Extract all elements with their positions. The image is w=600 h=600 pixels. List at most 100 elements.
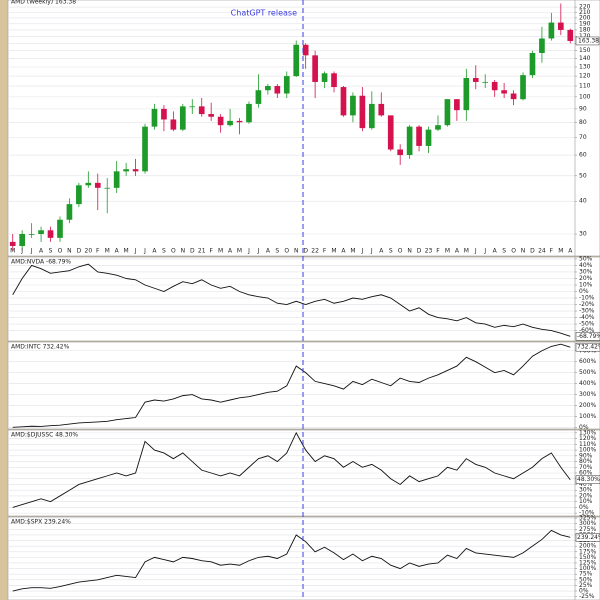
y-tick-label: 130: [579, 63, 591, 70]
x-tick-label: M: [558, 248, 563, 255]
y-tick-label: 300%: [579, 391, 596, 398]
candle-body: [66, 204, 73, 220]
panel-title: AMD:NVDA -68.79%: [11, 259, 71, 266]
x-tick-label: 22: [311, 248, 319, 255]
candle-body: [283, 76, 290, 94]
x-tick-label: N: [181, 248, 186, 255]
candle-body: [520, 75, 526, 100]
last-value-box: [575, 342, 600, 352]
y-tick-label: 120%: [579, 435, 596, 442]
candle-body: [104, 187, 111, 189]
y-tick-label: -40%: [579, 314, 595, 321]
y-tick-label: 40%: [579, 481, 593, 488]
last-value-label: 732.42%: [577, 344, 600, 351]
y-tick-label: 0%: [579, 504, 589, 511]
candle-body: [491, 81, 498, 91]
x-tick-label: O: [511, 248, 516, 255]
x-tick-label: A: [341, 248, 346, 255]
x-tick-label: A: [115, 248, 120, 255]
y-tick-label: 0%: [579, 424, 589, 431]
x-tick-label: J: [257, 248, 260, 255]
x-tick-label: M: [124, 248, 129, 255]
candle-body: [359, 95, 366, 129]
y-tick-label: 325%: [579, 515, 596, 522]
candle-body: [85, 182, 92, 186]
x-tick-label: F: [550, 248, 554, 255]
candle-body: [255, 90, 262, 104]
y-tick-label: 50%: [579, 255, 593, 262]
candle-body: [425, 129, 432, 146]
y-tick-label: 90: [579, 105, 587, 112]
x-tick-label: O: [171, 248, 176, 255]
candle-body: [123, 169, 129, 172]
last-value-box: [575, 475, 600, 484]
y-tick-label: 125%: [579, 559, 596, 566]
y-tick-label: 180: [579, 26, 591, 33]
x-tick-label: D: [417, 248, 422, 255]
ratio-line: [12, 343, 571, 428]
candle-body: [47, 230, 54, 238]
last-value-label: 239.24%: [577, 534, 600, 541]
x-tick-label: N: [407, 248, 412, 255]
candle-body: [142, 126, 148, 172]
y-tick-label: 200%: [579, 402, 596, 409]
candle-body: [397, 149, 404, 156]
last-value-label: -68.79%: [577, 333, 600, 340]
panel-title: AMD:$DJUSSC 48.30%: [11, 432, 78, 439]
x-tick-label: S: [162, 248, 166, 255]
x-tick-label: J: [370, 248, 373, 255]
x-tick-label: M: [237, 248, 242, 255]
x-tick-label: J: [474, 248, 477, 255]
candle-body: [151, 108, 158, 127]
x-tick-label: F: [209, 248, 213, 255]
x-tick-label: 23: [425, 248, 433, 255]
candle-body: [312, 55, 318, 82]
candle-body: [472, 78, 479, 82]
x-tick-label: 20: [85, 248, 93, 255]
candle-body: [378, 103, 385, 116]
x-tick-label: D: [530, 248, 535, 255]
y-tick-label: 50: [579, 172, 587, 179]
panel-title: AMD:$SPX 239.24%: [11, 519, 71, 526]
event-label: ChatGPT release: [231, 9, 297, 18]
y-tick-label: 90%: [579, 452, 593, 459]
candle-body: [246, 103, 252, 123]
candle-body: [38, 230, 44, 234]
x-tick-label: N: [294, 248, 299, 255]
x-tick-label: F: [96, 248, 100, 255]
candle-body: [265, 86, 271, 91]
x-tick-label: M: [331, 248, 336, 255]
x-tick-label: A: [379, 248, 384, 255]
panel: [7, 341, 600, 430]
x-tick-label: A: [228, 248, 233, 255]
candle-body: [189, 106, 196, 108]
panel: [7, 0, 600, 257]
y-tick-label: 100%: [579, 447, 596, 454]
x-tick-label: J: [483, 248, 486, 255]
y-tick-label: 210: [579, 9, 591, 16]
candle-body: [529, 52, 536, 76]
candle-body: [28, 233, 35, 235]
candle-body: [227, 120, 233, 126]
panel: [7, 516, 600, 600]
candle-body: [76, 185, 82, 205]
y-tick-label: 275%: [579, 526, 596, 533]
x-tick-label: A: [39, 248, 44, 255]
candle-body: [557, 22, 564, 30]
candle-body: [482, 81, 489, 83]
ratio-line: [12, 263, 571, 337]
y-tick-label: 30%: [579, 487, 593, 494]
y-tick-label: 140: [579, 55, 591, 62]
candle-body: [350, 95, 356, 116]
candle-body: [321, 73, 328, 82]
x-tick-label: M: [445, 248, 450, 255]
y-tick-label: 100%: [579, 565, 596, 572]
panel: [7, 256, 600, 342]
x-tick-label: M: [10, 248, 15, 255]
x-tick-label: S: [275, 248, 279, 255]
y-tick-label: 75%: [579, 571, 593, 578]
y-tick-label: 175%: [579, 548, 596, 555]
y-tick-label: 40: [579, 198, 587, 205]
candle-body: [567, 29, 574, 41]
candle-body: [454, 99, 460, 111]
